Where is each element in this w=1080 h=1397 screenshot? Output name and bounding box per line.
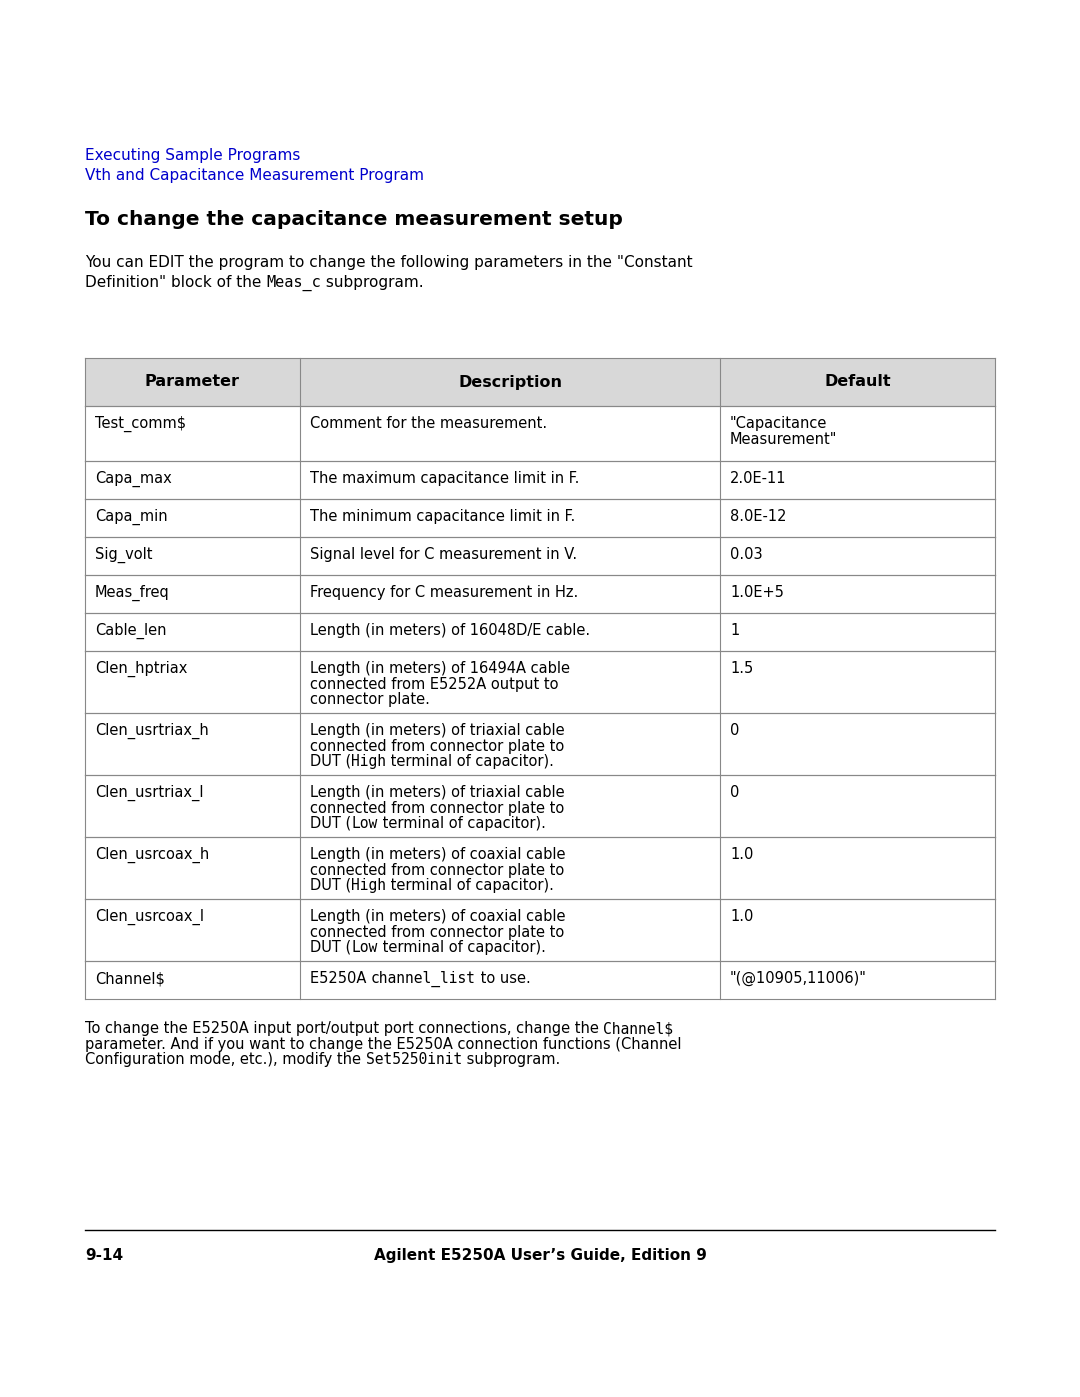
Text: Configuration mode, etc.), modify the: Configuration mode, etc.), modify the xyxy=(85,1052,366,1067)
Text: 2.0E-11: 2.0E-11 xyxy=(730,471,786,486)
Text: The maximum capacitance limit in F.: The maximum capacitance limit in F. xyxy=(310,471,579,486)
Text: Measurement": Measurement" xyxy=(730,432,837,447)
Text: Low: Low xyxy=(351,940,378,956)
Text: 1.0: 1.0 xyxy=(730,909,754,923)
Text: Default: Default xyxy=(824,374,891,390)
Text: DUT (: DUT ( xyxy=(310,816,351,831)
Text: Signal level for C measurement in V.: Signal level for C measurement in V. xyxy=(310,548,577,562)
Text: Test_comm$: Test_comm$ xyxy=(95,416,186,432)
Text: terminal of capacitor).: terminal of capacitor). xyxy=(387,877,554,893)
Text: terminal of capacitor).: terminal of capacitor). xyxy=(378,940,545,956)
Text: 1.5: 1.5 xyxy=(730,661,753,676)
Text: Meas_c: Meas_c xyxy=(267,275,321,291)
Text: 0.03: 0.03 xyxy=(730,548,762,562)
Text: To change the E5250A input port/output port connections, change the: To change the E5250A input port/output p… xyxy=(85,1021,604,1037)
Text: connected from connector plate to: connected from connector plate to xyxy=(310,739,564,753)
Text: Cable_len: Cable_len xyxy=(95,623,166,640)
Text: Length (in meters) of triaxial cable: Length (in meters) of triaxial cable xyxy=(310,724,565,738)
Text: connected from connector plate to: connected from connector plate to xyxy=(310,862,564,877)
Text: 8.0E-12: 8.0E-12 xyxy=(730,509,786,524)
Text: Clen_usrcoax_h: Clen_usrcoax_h xyxy=(95,847,210,863)
Text: terminal of capacitor).: terminal of capacitor). xyxy=(387,754,554,768)
Text: 0: 0 xyxy=(730,785,740,800)
Text: Vth and Capacitance Measurement Program: Vth and Capacitance Measurement Program xyxy=(85,168,424,183)
Text: 9-14: 9-14 xyxy=(85,1248,123,1263)
Text: DUT (: DUT ( xyxy=(310,754,351,768)
Text: Length (in meters) of triaxial cable: Length (in meters) of triaxial cable xyxy=(310,785,565,800)
Text: To change the capacitance measurement setup: To change the capacitance measurement se… xyxy=(85,210,623,229)
Text: E5250A: E5250A xyxy=(310,971,372,986)
Text: terminal of capacitor).: terminal of capacitor). xyxy=(378,816,545,831)
Text: Frequency for C measurement in Hz.: Frequency for C measurement in Hz. xyxy=(310,585,578,599)
Bar xyxy=(85,358,995,407)
Text: 1.0: 1.0 xyxy=(730,847,754,862)
Text: Capa_min: Capa_min xyxy=(95,509,167,525)
Text: "Capacitance: "Capacitance xyxy=(730,416,827,432)
Text: Sig_volt: Sig_volt xyxy=(95,548,152,563)
Text: Length (in meters) of 16494A cable: Length (in meters) of 16494A cable xyxy=(310,661,570,676)
Text: Length (in meters) of coaxial cable: Length (in meters) of coaxial cable xyxy=(310,909,566,923)
Text: High: High xyxy=(351,877,387,893)
Text: Capa_max: Capa_max xyxy=(95,471,172,488)
Text: Executing Sample Programs: Executing Sample Programs xyxy=(85,148,300,163)
Text: Length (in meters) of coaxial cable: Length (in meters) of coaxial cable xyxy=(310,847,566,862)
Text: subprogram.: subprogram. xyxy=(462,1052,561,1067)
Text: Clen_usrtriax_h: Clen_usrtriax_h xyxy=(95,724,208,739)
Text: "(@10905,11006)": "(@10905,11006)" xyxy=(730,971,867,986)
Text: DUT (: DUT ( xyxy=(310,940,351,956)
Text: Low: Low xyxy=(351,816,378,831)
Text: High: High xyxy=(351,754,387,768)
Text: connector plate.: connector plate. xyxy=(310,692,430,707)
Text: parameter. And if you want to change the E5250A connection functions (Channel: parameter. And if you want to change the… xyxy=(85,1037,681,1052)
Text: The minimum capacitance limit in F.: The minimum capacitance limit in F. xyxy=(310,509,576,524)
Text: Definition" block of the: Definition" block of the xyxy=(85,275,267,291)
Text: connected from connector plate to: connected from connector plate to xyxy=(310,925,564,940)
Text: Parameter: Parameter xyxy=(145,374,240,390)
Text: Comment for the measurement.: Comment for the measurement. xyxy=(310,416,548,432)
Text: DUT (: DUT ( xyxy=(310,877,351,893)
Text: 1.0E+5: 1.0E+5 xyxy=(730,585,784,599)
Text: connected from E5252A output to: connected from E5252A output to xyxy=(310,676,558,692)
Text: You can EDIT the program to change the following parameters in the "Constant: You can EDIT the program to change the f… xyxy=(85,256,692,270)
Text: to use.: to use. xyxy=(476,971,530,986)
Text: 1: 1 xyxy=(730,623,739,638)
Text: 0: 0 xyxy=(730,724,740,738)
Text: connected from connector plate to: connected from connector plate to xyxy=(310,800,564,816)
Text: Channel$: Channel$ xyxy=(95,971,165,986)
Text: Length (in meters) of 16048D/E cable.: Length (in meters) of 16048D/E cable. xyxy=(310,623,590,638)
Text: Clen_usrcoax_l: Clen_usrcoax_l xyxy=(95,909,204,925)
Text: Set5250init: Set5250init xyxy=(366,1052,462,1067)
Text: Description: Description xyxy=(458,374,562,390)
Text: channel_list: channel_list xyxy=(372,971,476,988)
Text: subprogram.: subprogram. xyxy=(321,275,423,291)
Text: Meas_freq: Meas_freq xyxy=(95,585,170,601)
Text: Agilent E5250A User’s Guide, Edition 9: Agilent E5250A User’s Guide, Edition 9 xyxy=(374,1248,706,1263)
Text: Channel$: Channel$ xyxy=(604,1021,674,1037)
Text: Clen_hptriax: Clen_hptriax xyxy=(95,661,187,678)
Text: Clen_usrtriax_l: Clen_usrtriax_l xyxy=(95,785,203,802)
